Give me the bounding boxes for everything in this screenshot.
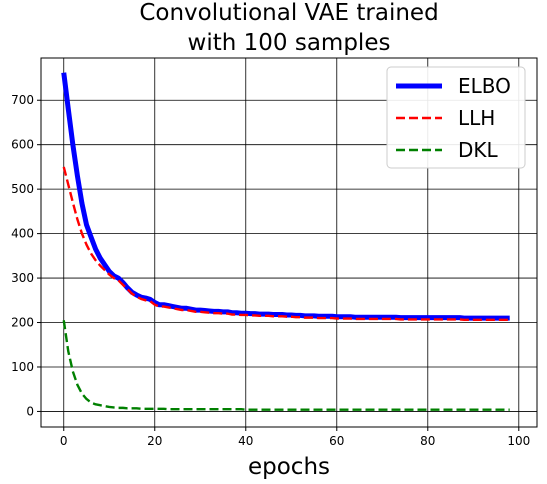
legend-label-dkl: DKL bbox=[458, 138, 499, 162]
chart-title-line-2: with 100 samples bbox=[188, 30, 391, 56]
y-tick-label: 600 bbox=[11, 138, 34, 152]
x-tick-label: 60 bbox=[329, 434, 344, 448]
x-axis-label: epochs bbox=[248, 454, 330, 480]
y-tick-label: 200 bbox=[11, 316, 34, 330]
legend-label-llh: LLH bbox=[458, 106, 495, 130]
x-tick-label: 40 bbox=[238, 434, 253, 448]
legend: ELBO LLH DKL bbox=[386, 66, 526, 169]
y-tick-label: 400 bbox=[11, 227, 34, 241]
y-tick-label: 300 bbox=[11, 271, 34, 285]
x-tick-label: 80 bbox=[420, 434, 435, 448]
series-line-llh bbox=[62, 166, 510, 322]
y-tick-label: 500 bbox=[11, 182, 34, 196]
y-tick-label: 0 bbox=[26, 404, 34, 418]
legend-box bbox=[386, 66, 526, 169]
chart-title-line-1: Convolutional VAE trained bbox=[139, 0, 438, 26]
plot-frame bbox=[40, 57, 538, 428]
y-tick-label: 100 bbox=[11, 360, 34, 374]
x-tick-label: 0 bbox=[60, 434, 68, 448]
series-line-dkl bbox=[62, 320, 510, 411]
y-tick-label: 700 bbox=[11, 93, 34, 107]
series-layer bbox=[61, 72, 510, 411]
x-tick-label: 100 bbox=[507, 434, 530, 448]
legend-label-elbo: ELBO bbox=[458, 74, 511, 98]
x-tick-label: 20 bbox=[147, 434, 162, 448]
series-line-elbo bbox=[61, 72, 510, 321]
axis-ticks: 0 20 40 60 80 100 0 100 200 300 400 500 600 700 bbox=[11, 93, 530, 448]
